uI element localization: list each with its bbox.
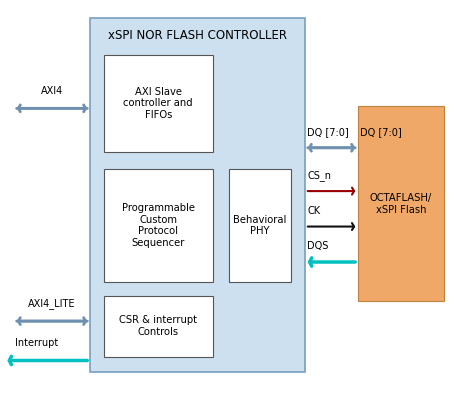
Bar bbox=[229, 169, 291, 282]
Text: DQ [7:0]: DQ [7:0] bbox=[307, 127, 349, 137]
Text: AXI Slave
controller and
FIFOs: AXI Slave controller and FIFOs bbox=[123, 87, 193, 120]
Text: CS_n: CS_n bbox=[307, 170, 331, 181]
Text: CSR & interrupt
Controls: CSR & interrupt Controls bbox=[119, 315, 197, 337]
Text: xSPI NOR FLASH CONTROLLER: xSPI NOR FLASH CONTROLLER bbox=[108, 29, 287, 42]
Text: CK: CK bbox=[307, 206, 320, 216]
Bar bbox=[104, 169, 213, 282]
Bar bbox=[104, 296, 213, 357]
Text: Behavioral
PHY: Behavioral PHY bbox=[233, 215, 286, 236]
Bar bbox=[90, 18, 305, 372]
Bar bbox=[358, 106, 444, 301]
Text: DQS: DQS bbox=[307, 241, 328, 251]
Text: Programmable
Custom
Protocol
Sequencer: Programmable Custom Protocol Sequencer bbox=[122, 203, 195, 248]
Text: DQ [7:0]: DQ [7:0] bbox=[360, 127, 402, 137]
Bar bbox=[104, 55, 213, 152]
Text: AXI4_LITE: AXI4_LITE bbox=[28, 298, 76, 309]
Text: Interrupt: Interrupt bbox=[15, 338, 59, 348]
Text: OCTAFLASH/
xSPI Flash: OCTAFLASH/ xSPI Flash bbox=[370, 193, 432, 215]
Text: AXI4: AXI4 bbox=[41, 85, 63, 96]
